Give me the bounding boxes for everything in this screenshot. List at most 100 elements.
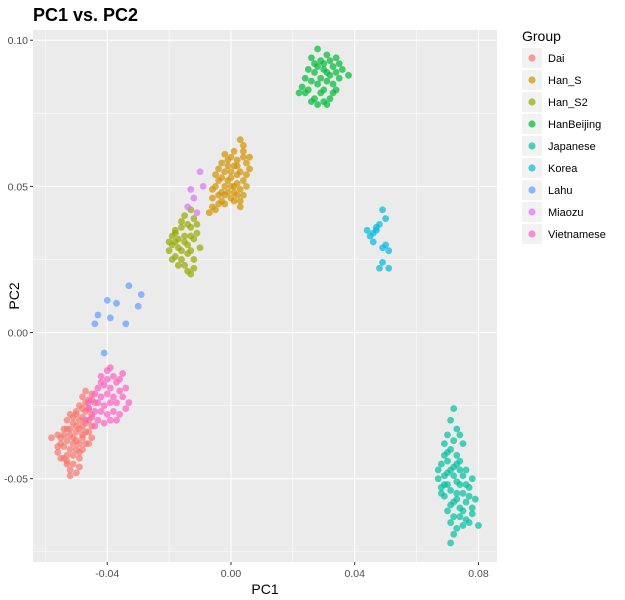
point-han-s2 <box>181 232 188 240</box>
point-hanbeijing <box>311 60 318 68</box>
point-han-s2 <box>168 232 176 240</box>
point-japanese <box>462 498 470 506</box>
point-han-s <box>205 209 213 217</box>
point-miaozu <box>190 194 198 202</box>
point-japanese <box>475 522 482 529</box>
point-han-s <box>227 168 235 176</box>
point-japanese <box>441 472 448 480</box>
point-hanbeijing <box>329 80 337 88</box>
point-japanese <box>450 437 458 445</box>
point-japanese <box>453 524 461 532</box>
point-hanbeijing <box>301 89 309 97</box>
point-japanese <box>453 451 461 459</box>
point-hanbeijing <box>326 57 334 65</box>
point-han-s <box>212 171 219 179</box>
legend-swatch-han-s2 <box>528 98 536 106</box>
x-tick-label: -0.04 <box>95 568 119 580</box>
point-lahu <box>125 282 133 290</box>
point-dai <box>54 431 62 439</box>
point-vietnamese <box>85 405 93 412</box>
point-dai <box>79 405 86 412</box>
point-japanese <box>462 481 470 488</box>
point-han-s <box>227 182 235 190</box>
point-lahu <box>113 299 120 307</box>
point-han-s2 <box>178 256 185 263</box>
point-hanbeijing <box>308 98 315 106</box>
point-han-s <box>221 182 229 190</box>
point-hanbeijing <box>298 83 306 91</box>
point-vietnamese <box>116 387 124 395</box>
point-dai <box>66 466 74 474</box>
point-han-s <box>230 197 238 205</box>
point-han-s <box>233 156 241 164</box>
y-tick-label: 0.10 <box>8 35 29 47</box>
point-hanbeijing <box>308 77 315 85</box>
point-han-s <box>239 142 247 149</box>
point-dai <box>85 428 93 436</box>
point-han-s <box>227 174 235 182</box>
point-vietnamese <box>110 408 117 415</box>
point-hanbeijing <box>323 68 331 76</box>
point-han-s2 <box>174 244 182 252</box>
point-vietnamese <box>82 416 89 424</box>
point-vietnamese <box>103 410 111 418</box>
point-japanese <box>444 457 451 465</box>
legend: Group Dai Han_S Han_S2 HanBeijing Japanese Ko… <box>522 28 606 244</box>
point-dai <box>66 446 74 453</box>
point-japanese <box>465 492 473 500</box>
point-korea <box>372 223 380 231</box>
grid-lines <box>33 30 497 562</box>
point-han-s2 <box>181 261 188 269</box>
point-vietnamese <box>116 410 124 418</box>
point-hanbeijing <box>332 68 340 76</box>
legend-swatch-lahu <box>528 186 536 194</box>
point-han-s <box>239 147 247 155</box>
point-han-s <box>215 200 223 208</box>
point-han-s <box>246 153 253 161</box>
point-japanese <box>462 466 470 474</box>
point-hanbeijing <box>314 45 321 53</box>
point-hanbeijing <box>345 71 352 79</box>
point-vietnamese <box>110 393 117 401</box>
point-han-s <box>221 200 229 208</box>
point-vietnamese <box>113 399 120 407</box>
point-japanese <box>462 516 470 524</box>
point-han-s <box>221 191 229 199</box>
point-lahu <box>100 349 108 357</box>
point-korea <box>382 215 390 222</box>
point-han-s <box>243 159 250 167</box>
point-vietnamese <box>103 390 111 398</box>
point-vietnamese <box>103 375 111 383</box>
point-miaozu <box>199 182 207 190</box>
point-vietnamese <box>122 384 130 392</box>
point-japanese <box>453 460 461 468</box>
point-han-s <box>209 185 216 193</box>
legend-label-japanese: Japanese <box>548 141 596 153</box>
point-japanese <box>459 440 467 448</box>
point-korea <box>379 206 386 214</box>
point-vietnamese <box>94 384 102 392</box>
point-han-s <box>215 165 223 173</box>
point-han-s2 <box>174 261 182 269</box>
point-dai <box>88 434 96 442</box>
point-han-s2 <box>187 223 195 231</box>
point-hanbeijing <box>323 101 331 108</box>
point-han-s <box>233 162 241 170</box>
point-japanese <box>456 481 464 488</box>
point-han-s <box>218 174 226 182</box>
point-japanese <box>468 510 476 518</box>
point-hanbeijing <box>332 86 340 94</box>
point-hanbeijing <box>332 54 340 62</box>
point-han-s <box>239 177 247 184</box>
point-dai <box>57 454 65 462</box>
point-japanese <box>434 475 442 483</box>
point-dai <box>69 451 77 459</box>
point-dai <box>76 463 83 471</box>
legend-swatch-korea <box>528 164 536 172</box>
point-dai <box>66 425 74 433</box>
chart-title: PC1 vs. PC2 <box>33 5 138 25</box>
legend-swatch-miaozu <box>528 208 536 216</box>
point-han-s2 <box>171 238 179 246</box>
legend-swatch-vietnamese <box>528 230 536 238</box>
point-hanbeijing <box>338 66 346 73</box>
